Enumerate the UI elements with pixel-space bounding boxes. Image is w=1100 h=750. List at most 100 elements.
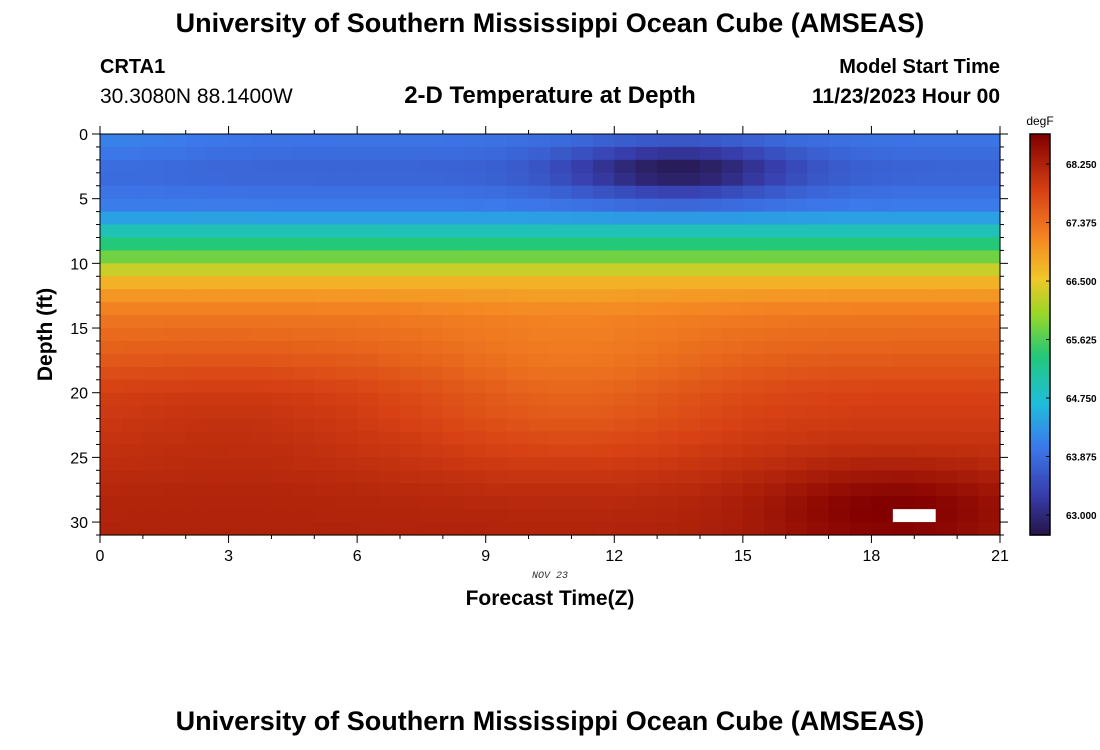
heatmap-cell (550, 185, 573, 200)
colorbar-segment (1030, 164, 1050, 168)
heatmap-cell (142, 146, 165, 161)
heatmap-cell (485, 405, 508, 420)
heatmap-cell (357, 405, 380, 420)
heatmap-cell (550, 496, 573, 510)
date-label: NOV 23 (532, 571, 568, 582)
heatmap-cell (721, 418, 744, 433)
model-start-value: 11/23/2023 Hour 00 (812, 85, 1000, 108)
heatmap-cell (721, 172, 744, 187)
heatmap-cell (271, 340, 294, 355)
heatmap-cell (550, 263, 573, 277)
heatmap-cell (400, 263, 423, 277)
heatmap-cell (635, 457, 658, 471)
heatmap-cell (528, 146, 551, 161)
colorbar-segment (1030, 512, 1050, 516)
heatmap-cell (721, 509, 744, 523)
heatmap-cell (850, 146, 873, 161)
heatmap-cell (657, 457, 680, 471)
heatmap-cell (335, 340, 358, 355)
heatmap-cell (614, 172, 637, 187)
colorbar-segment (1030, 229, 1050, 233)
heatmap-cell (357, 470, 380, 484)
heatmap-cell (250, 522, 273, 536)
heatmap-cell (871, 185, 894, 200)
heatmap-cell (292, 444, 315, 458)
heatmap-cell (357, 146, 380, 161)
heatmap-cell (100, 134, 123, 148)
colorbar-tick-label: 64.750 (1066, 394, 1097, 405)
heatmap-cell (421, 366, 444, 381)
heatmap-cell (100, 522, 123, 536)
heatmap-cell (378, 496, 401, 510)
heatmap-cell (614, 392, 637, 407)
heatmap-cell (785, 211, 808, 226)
colorbar-segment (1030, 314, 1050, 318)
heatmap-cell (700, 302, 723, 316)
heatmap-cell (378, 146, 401, 161)
heatmap-cell (571, 328, 594, 342)
heatmap-cell (592, 379, 615, 394)
heatmap-cell (678, 483, 701, 497)
heatmap-cell (785, 483, 808, 497)
heatmap-cell (314, 431, 337, 446)
heatmap-cell (207, 185, 230, 200)
heatmap-cell (764, 392, 787, 407)
colorbar-segment (1030, 412, 1050, 416)
heatmap-cell (421, 224, 444, 239)
heatmap-cell (721, 405, 744, 420)
heatmap-cell (464, 379, 487, 394)
heatmap-cell (228, 457, 251, 471)
heatmap-cell (228, 405, 251, 420)
heatmap-cell (742, 185, 765, 200)
heatmap-cell (250, 483, 273, 497)
heatmap-cell (807, 146, 830, 161)
colorbar: degF 68.250 67.375 66.500 65.625 64.750 63.875… (1026, 114, 1097, 536)
heatmap-cell (592, 483, 615, 497)
heatmap-cell (614, 522, 637, 536)
heatmap-cell (871, 250, 894, 264)
heatmap-cell (207, 211, 230, 226)
heatmap-cell (957, 418, 980, 433)
heatmap-cell (785, 198, 808, 213)
heatmap-cell (871, 263, 894, 277)
heatmap-cell (764, 483, 787, 497)
heatmap-cell (121, 134, 144, 148)
heatmap-cell (335, 198, 358, 213)
colorbar-segment (1030, 532, 1050, 536)
heatmap-cell (957, 134, 980, 148)
heatmap-cell (850, 457, 873, 471)
heatmap-cell (871, 431, 894, 446)
heatmap-cell (100, 159, 123, 174)
heatmap-cell (442, 418, 465, 433)
heatmap-cell (100, 457, 123, 471)
heatmap-cell (378, 405, 401, 420)
heatmap-cell (571, 211, 594, 226)
heatmap-cell (635, 211, 658, 226)
heatmap-cell (271, 263, 294, 277)
heatmap-cell (635, 289, 658, 303)
colorbar-segment (1030, 359, 1050, 363)
heatmap-cell (485, 431, 508, 446)
heatmap-cell (314, 392, 337, 407)
heatmap-cell (807, 392, 830, 407)
colorbar-segment (1030, 174, 1050, 178)
heatmap-cell (721, 470, 744, 484)
heatmap-cell (292, 237, 315, 252)
colorbar-segment (1030, 249, 1050, 253)
heatmap-cell (721, 198, 744, 213)
heatmap-cell (614, 457, 637, 471)
colorbar-segment (1030, 514, 1050, 519)
heatmap-cell (828, 431, 851, 446)
heatmap-cell (978, 276, 1001, 290)
heatmap-cell (978, 444, 1001, 458)
heatmap-cell (871, 328, 894, 342)
missing-cell (892, 509, 915, 523)
heatmap-cell (614, 483, 637, 497)
heatmap-cell (892, 444, 915, 458)
heatmap-cell (442, 522, 465, 536)
heatmap-cell (592, 496, 615, 510)
heatmap-cell (164, 353, 187, 368)
heatmap-cell (292, 496, 315, 510)
heatmap-cell (850, 198, 873, 213)
heatmap-cell (550, 470, 573, 484)
